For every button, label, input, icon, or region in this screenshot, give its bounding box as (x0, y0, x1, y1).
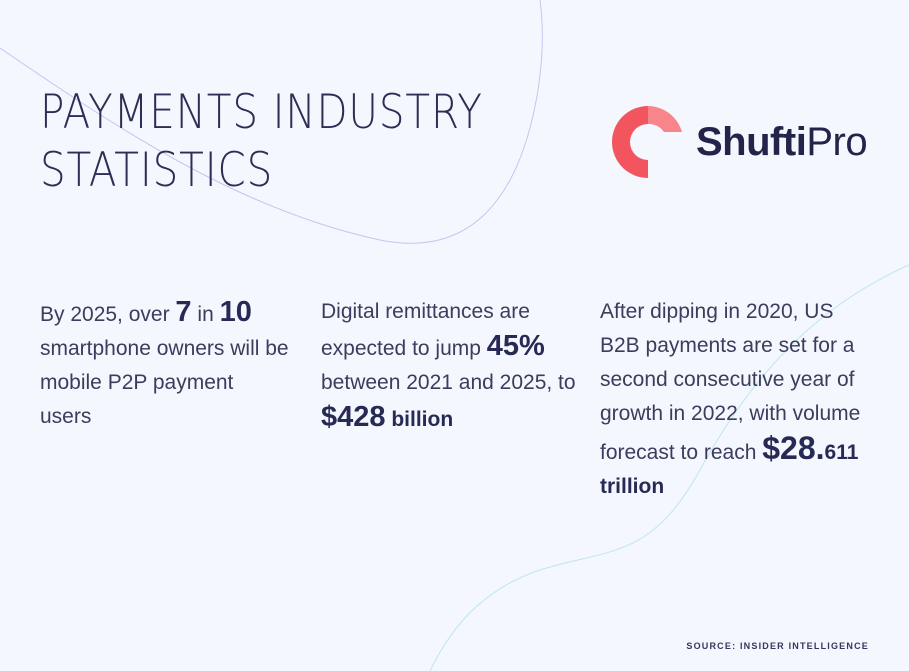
title-line-1: PAYMENTS INDUSTRY (40, 85, 483, 140)
stat-1-prefix: By 2025, over (40, 303, 176, 326)
shufti-pro-logo: ShuftiPro (612, 102, 874, 182)
logo-word-pro: Pro (806, 120, 868, 164)
stat-2-unit: billion (385, 408, 454, 431)
stat-2-prefix: Digital remittances are expected to jump (321, 300, 530, 360)
logo-mark-icon (612, 106, 682, 178)
stat-p2p-users: By 2025, over 7 in 10 smartphone owners … (40, 295, 290, 434)
stat-2-amount: $428 (321, 401, 386, 433)
stat-1-number-10: 10 (219, 296, 252, 328)
title-line-2: STATISTICS (40, 143, 274, 198)
stat-3-amount: $28. (762, 430, 825, 466)
teal-curve (429, 264, 909, 671)
stat-2-mid: between 2021 and 2025, to (321, 371, 576, 394)
stat-3-unit: 611 trillion (600, 441, 859, 498)
stat-b2b-payments: After dipping in 2020, US B2B payments a… (600, 295, 875, 504)
stat-1-number-7: 7 (175, 296, 192, 328)
purple-curve (0, 0, 543, 244)
page-title: PAYMENTS INDUSTRY STATISTICS (40, 84, 483, 200)
source-note: SOURCE: INSIDER INTELLIGENCE (686, 641, 869, 651)
logo-word-shufti: Shufti (696, 120, 807, 164)
stat-digital-remittances: Digital remittances are expected to jump… (321, 295, 581, 437)
stat-2-percent: 45% (486, 330, 545, 362)
stat-3-prefix: After dipping in 2020, US B2B payments a… (600, 300, 861, 464)
stat-1-suffix: smartphone owners will be mobile P2P pay… (40, 337, 289, 428)
logo-wordmark: ShuftiPro (696, 118, 868, 166)
stat-1-mid: in (191, 303, 220, 326)
